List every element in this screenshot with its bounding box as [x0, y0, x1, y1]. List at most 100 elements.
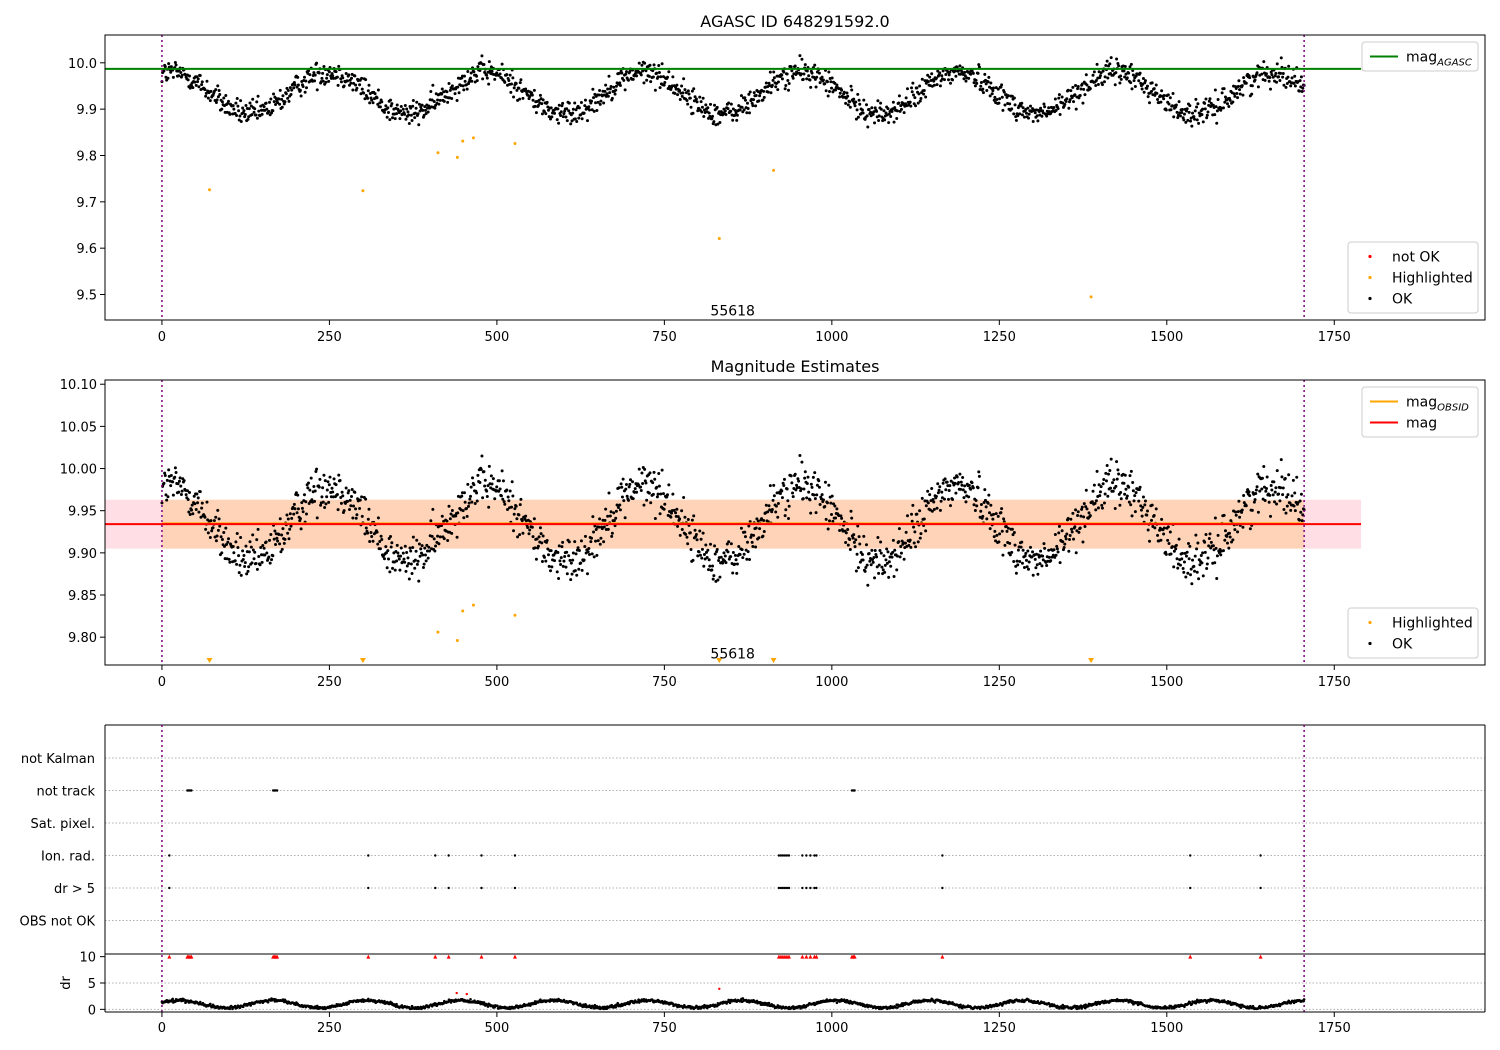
data-point [1114, 71, 1118, 75]
data-point [1278, 499, 1282, 503]
data-point [674, 511, 678, 515]
data-point [1268, 76, 1272, 80]
x-tick-label: 250 [317, 330, 342, 345]
data-point [1274, 486, 1278, 490]
data-point [1063, 542, 1067, 546]
data-point [871, 560, 875, 564]
data-point [1205, 113, 1209, 117]
data-point [915, 512, 919, 516]
data-point [994, 539, 998, 543]
data-point [335, 492, 339, 496]
data-point [252, 110, 256, 114]
data-point [1237, 79, 1241, 83]
data-point [622, 499, 626, 503]
data-point [1033, 557, 1037, 561]
data-point [559, 556, 563, 560]
data-point [598, 88, 602, 92]
data-point [514, 82, 518, 86]
data-point [546, 547, 550, 551]
data-point [445, 90, 449, 94]
data-point [182, 479, 186, 483]
flag-point [480, 854, 483, 857]
data-point [1080, 505, 1084, 509]
data-point [506, 495, 510, 499]
data-point [626, 498, 630, 502]
data-point [1201, 551, 1205, 555]
data-point [1286, 75, 1290, 79]
axes-frame [104, 34, 1486, 321]
data-point [917, 92, 921, 96]
data-point [1104, 471, 1108, 475]
data-point [1228, 98, 1232, 102]
data-point [905, 514, 909, 518]
data-point [512, 529, 516, 533]
data-point [331, 490, 335, 494]
data-point [265, 107, 269, 111]
data-point [700, 556, 704, 560]
data-point [734, 111, 738, 115]
data-point [1008, 553, 1012, 557]
data-point [1112, 478, 1116, 482]
data-point [696, 109, 700, 113]
data-point [1240, 84, 1244, 88]
data-point [863, 569, 867, 573]
data-point [513, 613, 517, 617]
data-point [505, 488, 509, 492]
data-point [787, 82, 791, 86]
data-point [652, 63, 656, 67]
data-point [875, 565, 879, 569]
data-point [216, 84, 220, 88]
data-point [806, 475, 810, 479]
data-point [879, 101, 883, 105]
data-point [790, 69, 794, 73]
data-point [1065, 532, 1069, 536]
data-point [561, 540, 565, 544]
data-point [771, 498, 775, 502]
data-point [256, 94, 260, 98]
data-point [713, 544, 717, 548]
data-point [391, 566, 395, 570]
data-point [701, 531, 705, 535]
data-point [595, 109, 599, 113]
data-point [206, 96, 210, 100]
data-point [1290, 494, 1294, 498]
data-point [217, 517, 221, 521]
data-point [1191, 111, 1195, 115]
data-point [591, 87, 595, 91]
data-point [922, 517, 926, 521]
data-point [1213, 113, 1217, 117]
data-point [283, 100, 287, 104]
data-point [796, 477, 800, 481]
data-point [1222, 513, 1226, 517]
flag-point [513, 854, 517, 857]
data-point [799, 487, 803, 491]
data-point [569, 578, 573, 582]
data-point [503, 502, 507, 506]
data-point [746, 106, 750, 110]
data-point [482, 62, 486, 66]
data-point [1283, 477, 1287, 481]
data-point [975, 504, 979, 508]
data-point [627, 485, 631, 489]
series-highlighted-below-axis- [206, 658, 1095, 663]
data-point [1051, 553, 1055, 557]
data-point [388, 570, 392, 574]
data-point [711, 114, 715, 118]
data-point [958, 64, 962, 68]
data-point [1208, 532, 1212, 536]
data-point [226, 537, 230, 541]
data-point [1106, 76, 1110, 80]
data-point [1109, 457, 1113, 461]
data-point [1172, 115, 1176, 119]
data-point [953, 69, 957, 73]
data-point [209, 89, 213, 93]
data-point [1281, 71, 1285, 75]
data-point [395, 559, 399, 563]
data-point [772, 494, 776, 498]
data-point [1138, 485, 1142, 489]
data-point [938, 71, 942, 75]
data-point [963, 484, 967, 488]
data-point [663, 502, 667, 506]
data-point [726, 107, 730, 111]
data-point [764, 81, 768, 85]
